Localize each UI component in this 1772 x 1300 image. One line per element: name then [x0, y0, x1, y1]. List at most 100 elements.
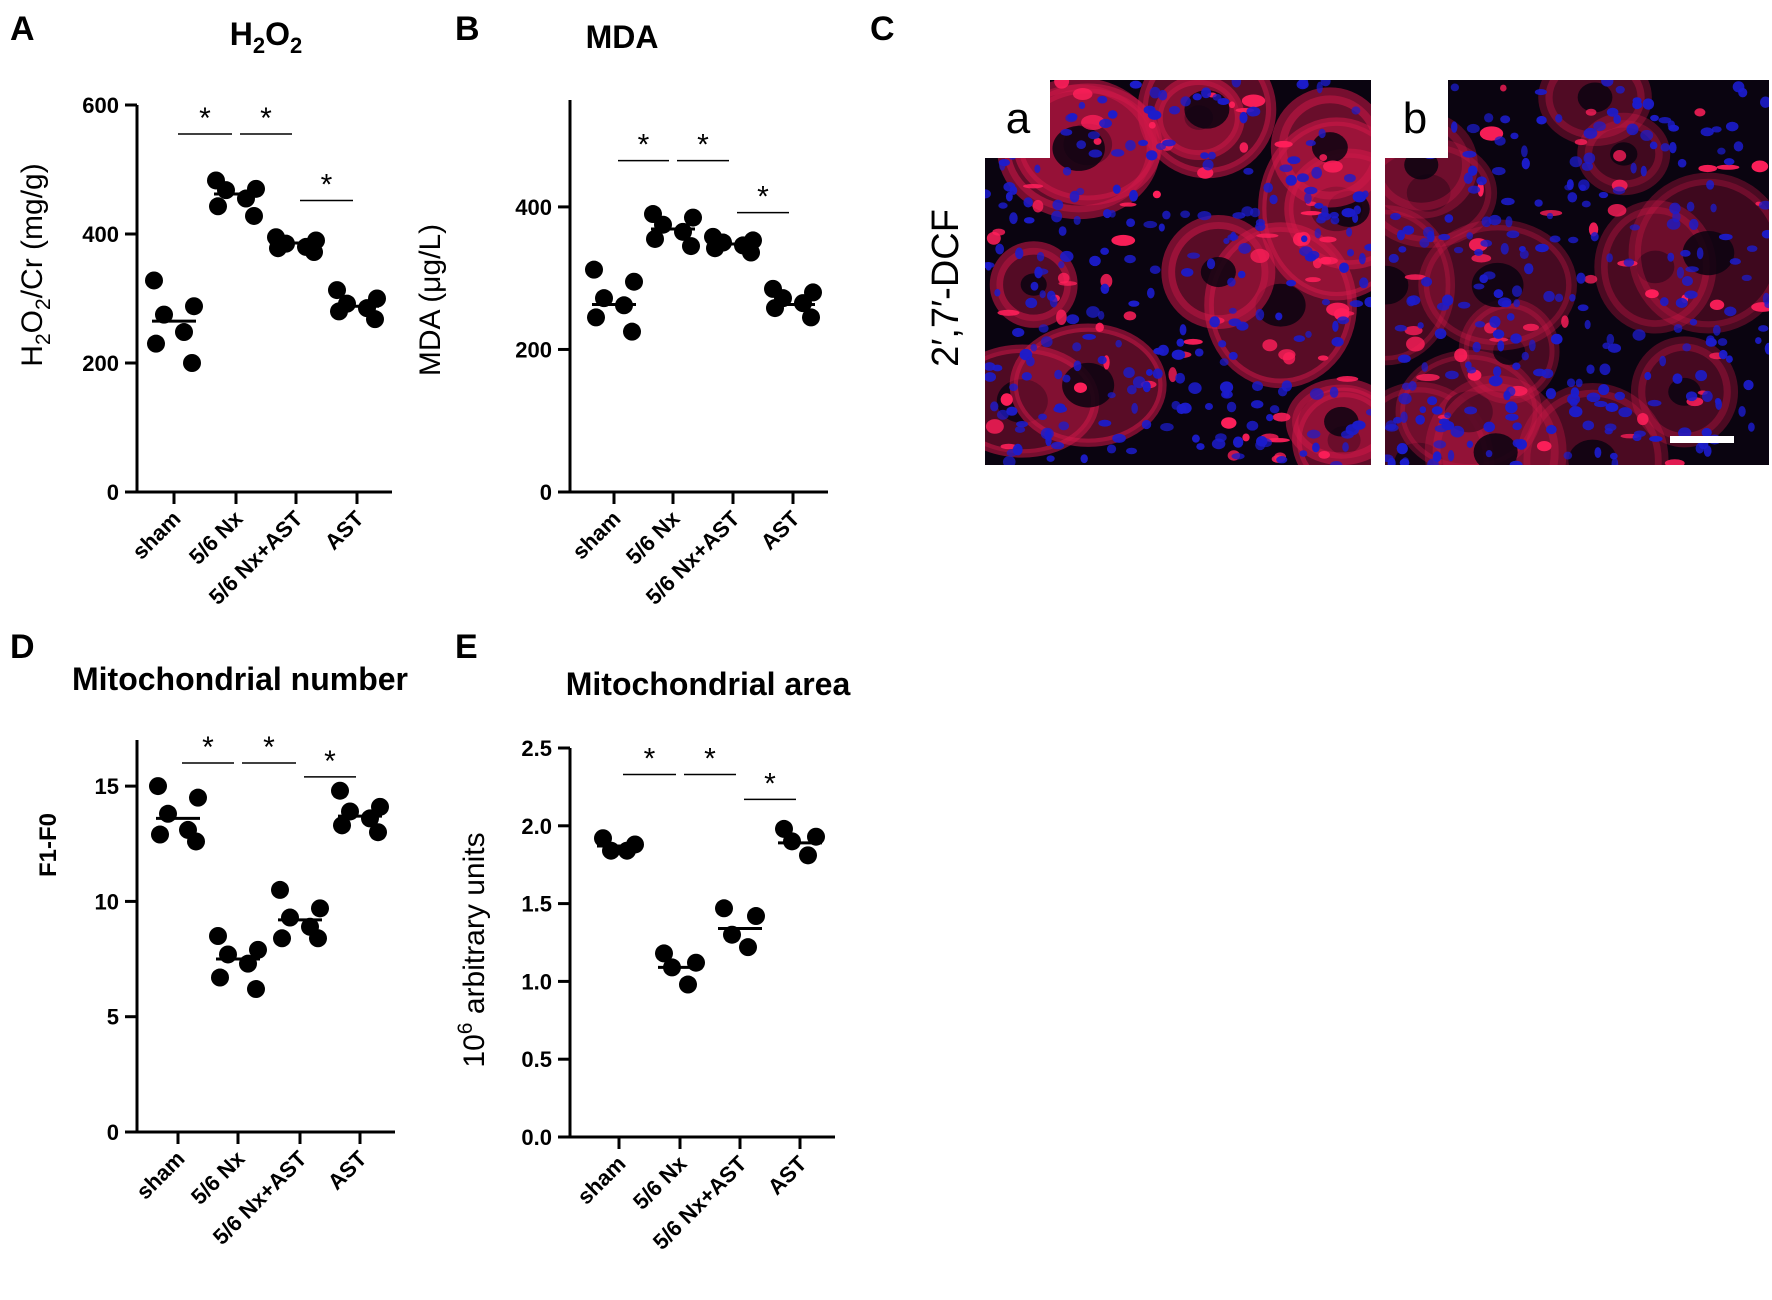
y-tick-label: 0 [107, 1120, 119, 1145]
data-point [271, 880, 289, 899]
data-point [595, 289, 613, 308]
chart-mitochondrial-number: Mitochondrial number F1-F0 051015sham5/6… [35, 661, 408, 1250]
data-point [807, 827, 825, 846]
data-point [684, 208, 702, 227]
significance-star: * [638, 129, 650, 162]
chart-a-ylabel: H2O2/Cr (mg/g) [16, 163, 55, 366]
y-tick-label: 5 [107, 1005, 119, 1030]
data-point [766, 299, 784, 318]
data-point [159, 804, 177, 823]
significance-star: * [260, 102, 272, 135]
data-point [742, 243, 760, 262]
data-point [245, 206, 263, 225]
data-point [679, 975, 697, 994]
significance-star: * [321, 168, 333, 201]
panel-letter-a: A [10, 10, 35, 48]
significance-star: * [764, 767, 776, 800]
data-point [273, 929, 291, 948]
data-point [311, 899, 329, 918]
data-point [209, 197, 227, 216]
data-point [147, 334, 165, 353]
data-point [249, 940, 267, 959]
data-point [802, 308, 820, 327]
significance-star: * [704, 742, 716, 775]
data-point [151, 825, 169, 844]
category-label: AST [323, 1145, 372, 1194]
data-point [239, 954, 257, 973]
data-point [602, 841, 620, 860]
microscopy-panel: 2′,7′-DCF a b [925, 80, 1769, 465]
panel-letter-e: E [455, 628, 478, 666]
chart-b-ylabel: MDA (μg/L) [414, 224, 447, 376]
chart-d-title: Mitochondrial number [72, 661, 408, 697]
data-point [155, 305, 173, 324]
micrograph-a-label: a [1006, 94, 1031, 143]
data-point [211, 968, 229, 987]
panel-letter-c: C [870, 10, 895, 48]
y-tick-label: 0 [107, 480, 119, 505]
data-point [706, 239, 724, 258]
data-point [366, 310, 384, 329]
data-point [209, 927, 227, 945]
chart-mitochondrial-area: Mitochondrial area 106 arbitrary units 0… [454, 666, 850, 1255]
significance-star: * [697, 129, 709, 162]
panel-letter-b: B [455, 10, 480, 48]
data-point [328, 281, 346, 300]
y-tick-label: 400 [515, 195, 552, 220]
data-point [587, 308, 605, 327]
y-tick-label: 15 [95, 774, 119, 799]
data-point [625, 272, 643, 291]
data-point [185, 297, 203, 316]
y-tick-label: 0.5 [521, 1047, 552, 1072]
category-label: sham [572, 1151, 630, 1209]
data-point [623, 322, 641, 341]
data-point [682, 237, 700, 256]
dcf-stain-label: 2′,7′-DCF [925, 209, 967, 367]
category-label: sham [567, 506, 625, 564]
data-point [219, 945, 237, 964]
y-tick-label: 1.0 [521, 969, 552, 994]
data-point [618, 841, 636, 860]
data-point [369, 823, 387, 842]
data-point [183, 354, 201, 372]
data-point [723, 925, 741, 944]
data-point [187, 832, 205, 851]
significance-star: * [757, 181, 769, 214]
data-point [237, 189, 255, 208]
data-point [799, 846, 817, 865]
chart-a-title: H2O2 [230, 16, 303, 58]
data-point [309, 929, 327, 948]
data-point [747, 907, 765, 926]
significance-star: * [202, 731, 214, 764]
category-label: sham [127, 506, 185, 564]
category-label: AST [320, 505, 369, 554]
data-point [281, 908, 299, 927]
data-point [149, 777, 167, 796]
y-tick-label: 200 [82, 351, 119, 376]
data-point [247, 980, 265, 999]
category-label: sham [131, 1146, 189, 1204]
data-point [715, 899, 733, 918]
data-point [331, 781, 349, 800]
y-tick-label: 2.5 [521, 736, 552, 761]
micrograph-b-label: b [1403, 94, 1427, 143]
data-point [674, 222, 692, 241]
data-point [739, 938, 757, 957]
y-tick-label: 1.5 [521, 892, 552, 917]
y-tick-label: 10 [95, 889, 119, 914]
significance-star: * [199, 102, 211, 135]
data-point [305, 243, 323, 262]
y-tick-label: 0 [540, 480, 552, 505]
y-tick-label: 0.0 [521, 1125, 552, 1150]
micrograph-b: b [1385, 80, 1769, 465]
data-point [189, 788, 207, 807]
data-point [646, 229, 664, 248]
significance-star: * [324, 745, 336, 778]
y-tick-label: 400 [82, 222, 119, 247]
data-point [175, 323, 193, 342]
y-tick-label: 600 [82, 93, 119, 118]
chart-e-ylabel: 106 arbitrary units [454, 832, 491, 1067]
